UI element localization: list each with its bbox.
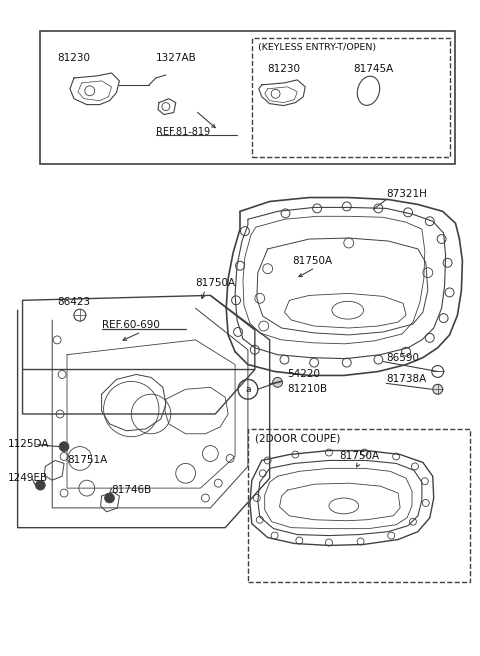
Text: REF.81-819: REF.81-819 xyxy=(156,127,210,137)
Circle shape xyxy=(59,441,69,451)
Text: 86423: 86423 xyxy=(57,297,90,307)
Circle shape xyxy=(36,480,45,490)
Text: 81746B: 81746B xyxy=(111,485,152,495)
Bar xyxy=(252,39,450,157)
Text: 1125DA: 1125DA xyxy=(8,439,49,449)
Text: 81745A: 81745A xyxy=(354,64,394,74)
Text: 81750A: 81750A xyxy=(195,277,236,287)
Text: 1327AB: 1327AB xyxy=(156,53,197,63)
Text: 1249EB: 1249EB xyxy=(8,473,48,483)
Text: 54220: 54220 xyxy=(288,369,321,379)
Circle shape xyxy=(433,384,443,394)
Text: 81230: 81230 xyxy=(268,64,300,74)
Bar xyxy=(248,429,470,582)
Text: 86590: 86590 xyxy=(386,353,420,363)
Text: a: a xyxy=(245,385,251,394)
Text: 81750A: 81750A xyxy=(292,256,333,266)
Text: (KEYLESS ENTRY-T/OPEN): (KEYLESS ENTRY-T/OPEN) xyxy=(258,43,376,52)
Text: 87321H: 87321H xyxy=(386,188,427,199)
Text: 81750A: 81750A xyxy=(339,451,379,461)
Text: 81738A: 81738A xyxy=(386,375,427,384)
Bar xyxy=(40,31,456,164)
Text: REF.60-690: REF.60-690 xyxy=(102,320,159,330)
Circle shape xyxy=(273,377,283,387)
Text: 81751A: 81751A xyxy=(67,455,107,466)
Text: 81230: 81230 xyxy=(57,53,90,63)
Circle shape xyxy=(105,493,114,503)
Text: (2DOOR COUPE): (2DOOR COUPE) xyxy=(255,434,340,443)
Text: 81210B: 81210B xyxy=(288,384,327,394)
